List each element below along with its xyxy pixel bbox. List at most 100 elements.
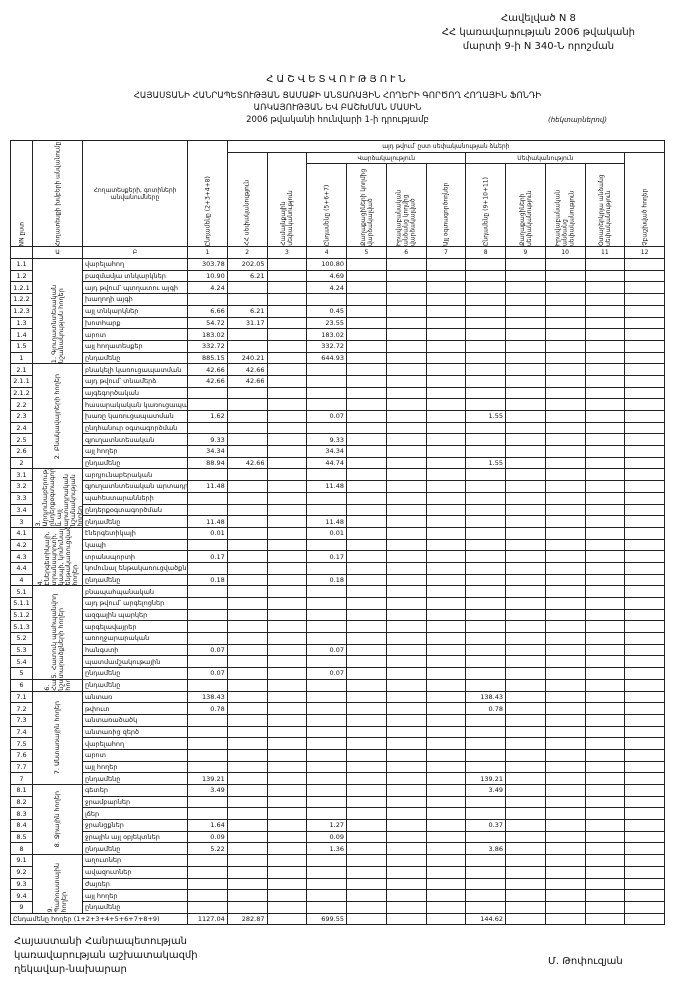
group-label: 3. Արդյունաբերության, ընդերքօգտագործման … bbox=[34, 468, 83, 527]
empty-cell bbox=[266, 702, 308, 715]
empty-cell bbox=[346, 608, 387, 622]
table-row: 2.2 հասարակական կառուցապատման bbox=[10, 398, 665, 411]
empty-cell bbox=[624, 632, 665, 645]
empty-cell bbox=[505, 643, 546, 657]
empty-cell bbox=[584, 258, 626, 271]
row-code: 3.1 bbox=[10, 468, 33, 482]
empty-cell bbox=[346, 351, 387, 365]
header-cell: Ընդամենը (9+10+11) bbox=[465, 163, 506, 247]
value-cell: 1127.04 bbox=[187, 912, 228, 926]
row-name: ընդերքօգտագործման bbox=[82, 503, 188, 517]
empty-cell bbox=[505, 667, 546, 680]
empty-cell bbox=[624, 830, 665, 844]
empty-cell bbox=[425, 807, 467, 821]
value-cell: 0.78 bbox=[465, 702, 506, 715]
empty-cell bbox=[266, 468, 308, 482]
empty-cell bbox=[544, 491, 586, 505]
value-cell: 0.09 bbox=[187, 830, 228, 844]
empty-cell bbox=[266, 784, 308, 797]
empty-cell bbox=[306, 737, 347, 750]
row-code: 4 bbox=[10, 573, 33, 587]
row-code: 4.1 bbox=[10, 526, 33, 540]
empty-cell bbox=[346, 819, 387, 832]
value-cell: 3.86 bbox=[465, 842, 506, 856]
row-name: այդ թվում՝ արգելոցներ bbox=[82, 597, 188, 610]
row-name: արոտ bbox=[82, 328, 188, 341]
row-code: 1.2.1 bbox=[10, 281, 33, 295]
row-code: 7.2 bbox=[10, 702, 33, 715]
empty-cell bbox=[505, 807, 546, 821]
empty-cell bbox=[266, 830, 308, 844]
empty-cell bbox=[544, 433, 586, 447]
value-cell: 0.18 bbox=[306, 573, 347, 587]
empty-cell bbox=[266, 760, 308, 774]
empty-cell bbox=[306, 713, 347, 727]
empty-cell bbox=[465, 760, 506, 774]
empty-cell bbox=[187, 386, 228, 400]
row-name: այլ հողատեսքեր bbox=[82, 339, 188, 353]
row-code: 2.1 bbox=[10, 363, 33, 376]
table-row: 2.6 այլ հողեր 34.34 34.34 bbox=[10, 445, 665, 458]
empty-cell bbox=[385, 760, 427, 774]
empty-cell bbox=[505, 585, 546, 598]
empty-cell bbox=[266, 795, 308, 809]
row-name: աղուտներ bbox=[82, 854, 188, 867]
group-cell: 2. Բնակավայրերի հողեր bbox=[32, 363, 83, 470]
empty-cell bbox=[505, 445, 546, 458]
empty-cell bbox=[385, 456, 427, 470]
row-name: խաղողի այգի bbox=[82, 293, 188, 306]
empty-cell bbox=[584, 713, 626, 727]
table-row: 5.4 պատմամշակութային bbox=[10, 655, 665, 669]
empty-cell bbox=[346, 386, 387, 400]
empty-cell bbox=[624, 363, 665, 376]
empty-cell bbox=[584, 445, 626, 458]
empty-cell bbox=[226, 667, 268, 680]
row-name: խոտհարք bbox=[82, 316, 188, 330]
empty-cell bbox=[584, 410, 626, 423]
empty-cell bbox=[624, 480, 665, 493]
empty-cell bbox=[425, 795, 467, 809]
empty-cell bbox=[465, 421, 506, 435]
empty-cell bbox=[544, 760, 586, 774]
empty-cell bbox=[505, 842, 546, 856]
value-cell: 0.17 bbox=[187, 550, 228, 563]
table-row: 8.5 ջրային այլ օբյեկտներ 0.09 0.09 bbox=[10, 830, 665, 844]
empty-cell bbox=[346, 398, 387, 411]
empty-cell bbox=[425, 842, 467, 856]
value-cell: 240.21 bbox=[226, 351, 268, 365]
empty-cell bbox=[584, 608, 626, 622]
value-cell: 34.34 bbox=[306, 445, 347, 458]
empty-cell bbox=[584, 398, 626, 411]
row-name: այլ տնկարկներ bbox=[82, 304, 188, 318]
row-name: վարելահող bbox=[82, 258, 188, 271]
group-label: 6. Հատուկ նշանակության հողեր bbox=[42, 679, 72, 691]
empty-cell bbox=[624, 491, 665, 505]
empty-cell bbox=[425, 760, 467, 774]
empty-cell bbox=[425, 620, 467, 634]
value-cell: 1.62 bbox=[187, 410, 228, 423]
empty-cell bbox=[266, 678, 308, 692]
empty-cell bbox=[226, 585, 268, 598]
value-cell: 6.66 bbox=[187, 304, 228, 318]
empty-cell bbox=[465, 854, 506, 867]
header-cell: Իրավաբանական անձանց սեփականություն bbox=[545, 163, 585, 247]
empty-cell bbox=[465, 526, 506, 540]
empty-cell bbox=[425, 643, 467, 657]
empty-cell bbox=[584, 597, 626, 610]
empty-cell bbox=[346, 328, 387, 341]
value-cell: 1.64 bbox=[187, 819, 228, 832]
empty-cell bbox=[505, 795, 546, 809]
empty-cell bbox=[624, 468, 665, 482]
empty-cell bbox=[385, 608, 427, 622]
title: ՀԱՇՎԵՏՎՈՒԹՅՈՒՆ bbox=[266, 74, 409, 85]
empty-cell bbox=[346, 877, 387, 891]
value-cell: 11.48 bbox=[187, 480, 228, 493]
row-code: 9.4 bbox=[10, 889, 33, 902]
table-row: 2.3 խառը կառուցապատման 1.62 0.07 1.55 bbox=[10, 410, 665, 423]
row-code: 8.2 bbox=[10, 795, 33, 809]
empty-cell bbox=[266, 445, 308, 458]
number-row: Ա Բ 1 2 3 4 5 6 7 8 9 10 11 12 bbox=[10, 246, 665, 260]
row-code: 1.5 bbox=[10, 339, 33, 353]
table-row: 5.1.1 այդ թվում՝ արգելոցներ bbox=[10, 597, 665, 610]
empty-cell bbox=[584, 900, 626, 914]
